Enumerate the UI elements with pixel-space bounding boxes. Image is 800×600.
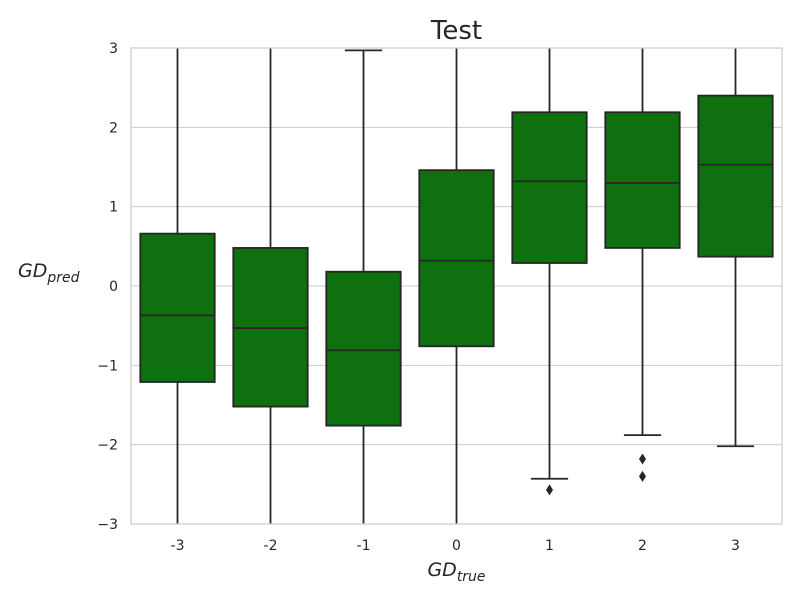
y-tick-label: 1: [109, 200, 118, 216]
box-body: [697, 94, 774, 258]
y-tick-label: 0: [109, 279, 118, 295]
box-body: [325, 270, 402, 427]
outlier-point: [639, 470, 646, 482]
x-tick-label: 0: [452, 538, 461, 554]
box-2: [604, 48, 681, 482]
x-tick-label: -3: [171, 538, 185, 554]
plot-frame: [130, 47, 783, 525]
box-body: [511, 111, 588, 264]
y-axis-label: GDpred: [18, 260, 80, 286]
box-1: [511, 48, 588, 496]
chart-title: Test: [430, 16, 482, 46]
box--1: [325, 49, 402, 524]
x-axis-label-main: GD: [427, 559, 456, 581]
box--3: [139, 48, 216, 524]
y-tick-label: 2: [109, 120, 118, 136]
box--2: [232, 48, 309, 524]
x-tick-label: -1: [357, 538, 371, 554]
x-axis-label: GDtrue: [427, 559, 485, 585]
outlier-point: [639, 453, 646, 465]
box-0: [418, 48, 495, 524]
x-tick-label: 3: [731, 538, 740, 554]
box-body: [604, 111, 681, 249]
x-axis-label-sub: true: [457, 569, 486, 585]
y-tick-label: 3: [109, 41, 118, 57]
y-axis-label-main: GD: [18, 260, 47, 282]
box-body: [139, 232, 216, 383]
y-tick-label: −1: [97, 358, 118, 374]
y-tick-label: −3: [97, 517, 118, 533]
x-tick-labels: -3 -2 -1 0 1 2 3: [171, 538, 740, 554]
box-series: [139, 48, 774, 524]
box-3: [697, 48, 774, 448]
box-body: [418, 169, 495, 348]
x-tick-label: 2: [638, 538, 647, 554]
x-tick-label: -2: [264, 538, 278, 554]
y-tick-label: −2: [97, 438, 118, 454]
outlier-point: [546, 484, 553, 496]
y-tick-labels: −3 −2 −1 0 1 2 3: [97, 41, 118, 533]
x-tick-label: 1: [545, 538, 554, 554]
y-axis-label-sub: pred: [46, 270, 79, 286]
